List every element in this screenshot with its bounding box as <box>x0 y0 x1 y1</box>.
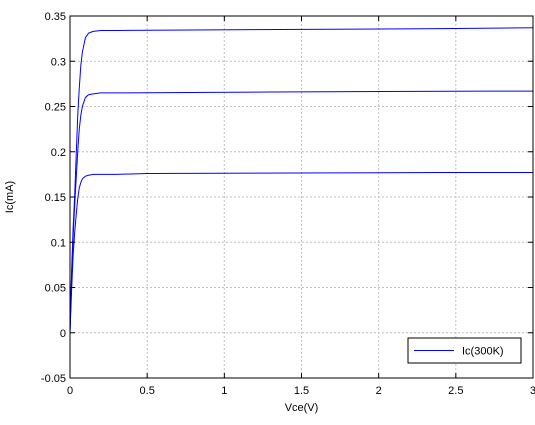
x-tick-label: 0.5 <box>140 385 155 397</box>
x-tick-label: 0 <box>67 385 73 397</box>
x-tick-label: 1 <box>221 385 227 397</box>
y-tick-label: 0.15 <box>45 192 66 204</box>
y-axis-label: Ic(mA) <box>4 181 16 213</box>
y-tick-label: 0 <box>60 328 66 340</box>
y-tick-label: 0.2 <box>51 147 66 159</box>
y-tick-label: 0.05 <box>45 283 66 295</box>
y-tick-label: 0.3 <box>51 56 66 68</box>
x-axis-label: Vce(V) <box>285 402 319 414</box>
grid-lines <box>70 16 533 378</box>
legend: Ic(300K) <box>407 337 522 364</box>
series-line-3 <box>69 172 533 333</box>
series-line-2 <box>69 90 533 333</box>
x-tick-label: 2 <box>376 385 382 397</box>
x-tick-label: 3 <box>530 385 535 397</box>
series-lines <box>69 27 534 333</box>
y-tick-label: -0.05 <box>41 373 66 385</box>
y-ticks: -0.05 0 0.05 0.1 0.15 0.2 0.25 0.3 0.35 <box>41 11 533 385</box>
x-tick-label: 2.5 <box>448 385 463 397</box>
x-ticks: 0 0.5 1 1.5 2 2.5 3 <box>67 16 535 397</box>
x-tick-label: 1.5 <box>294 385 309 397</box>
y-tick-label: 0.1 <box>51 237 66 249</box>
y-tick-label: 0.25 <box>45 102 66 114</box>
legend-entry-label: Ic(300K) <box>462 346 504 358</box>
y-tick-label: 0.35 <box>45 11 66 23</box>
